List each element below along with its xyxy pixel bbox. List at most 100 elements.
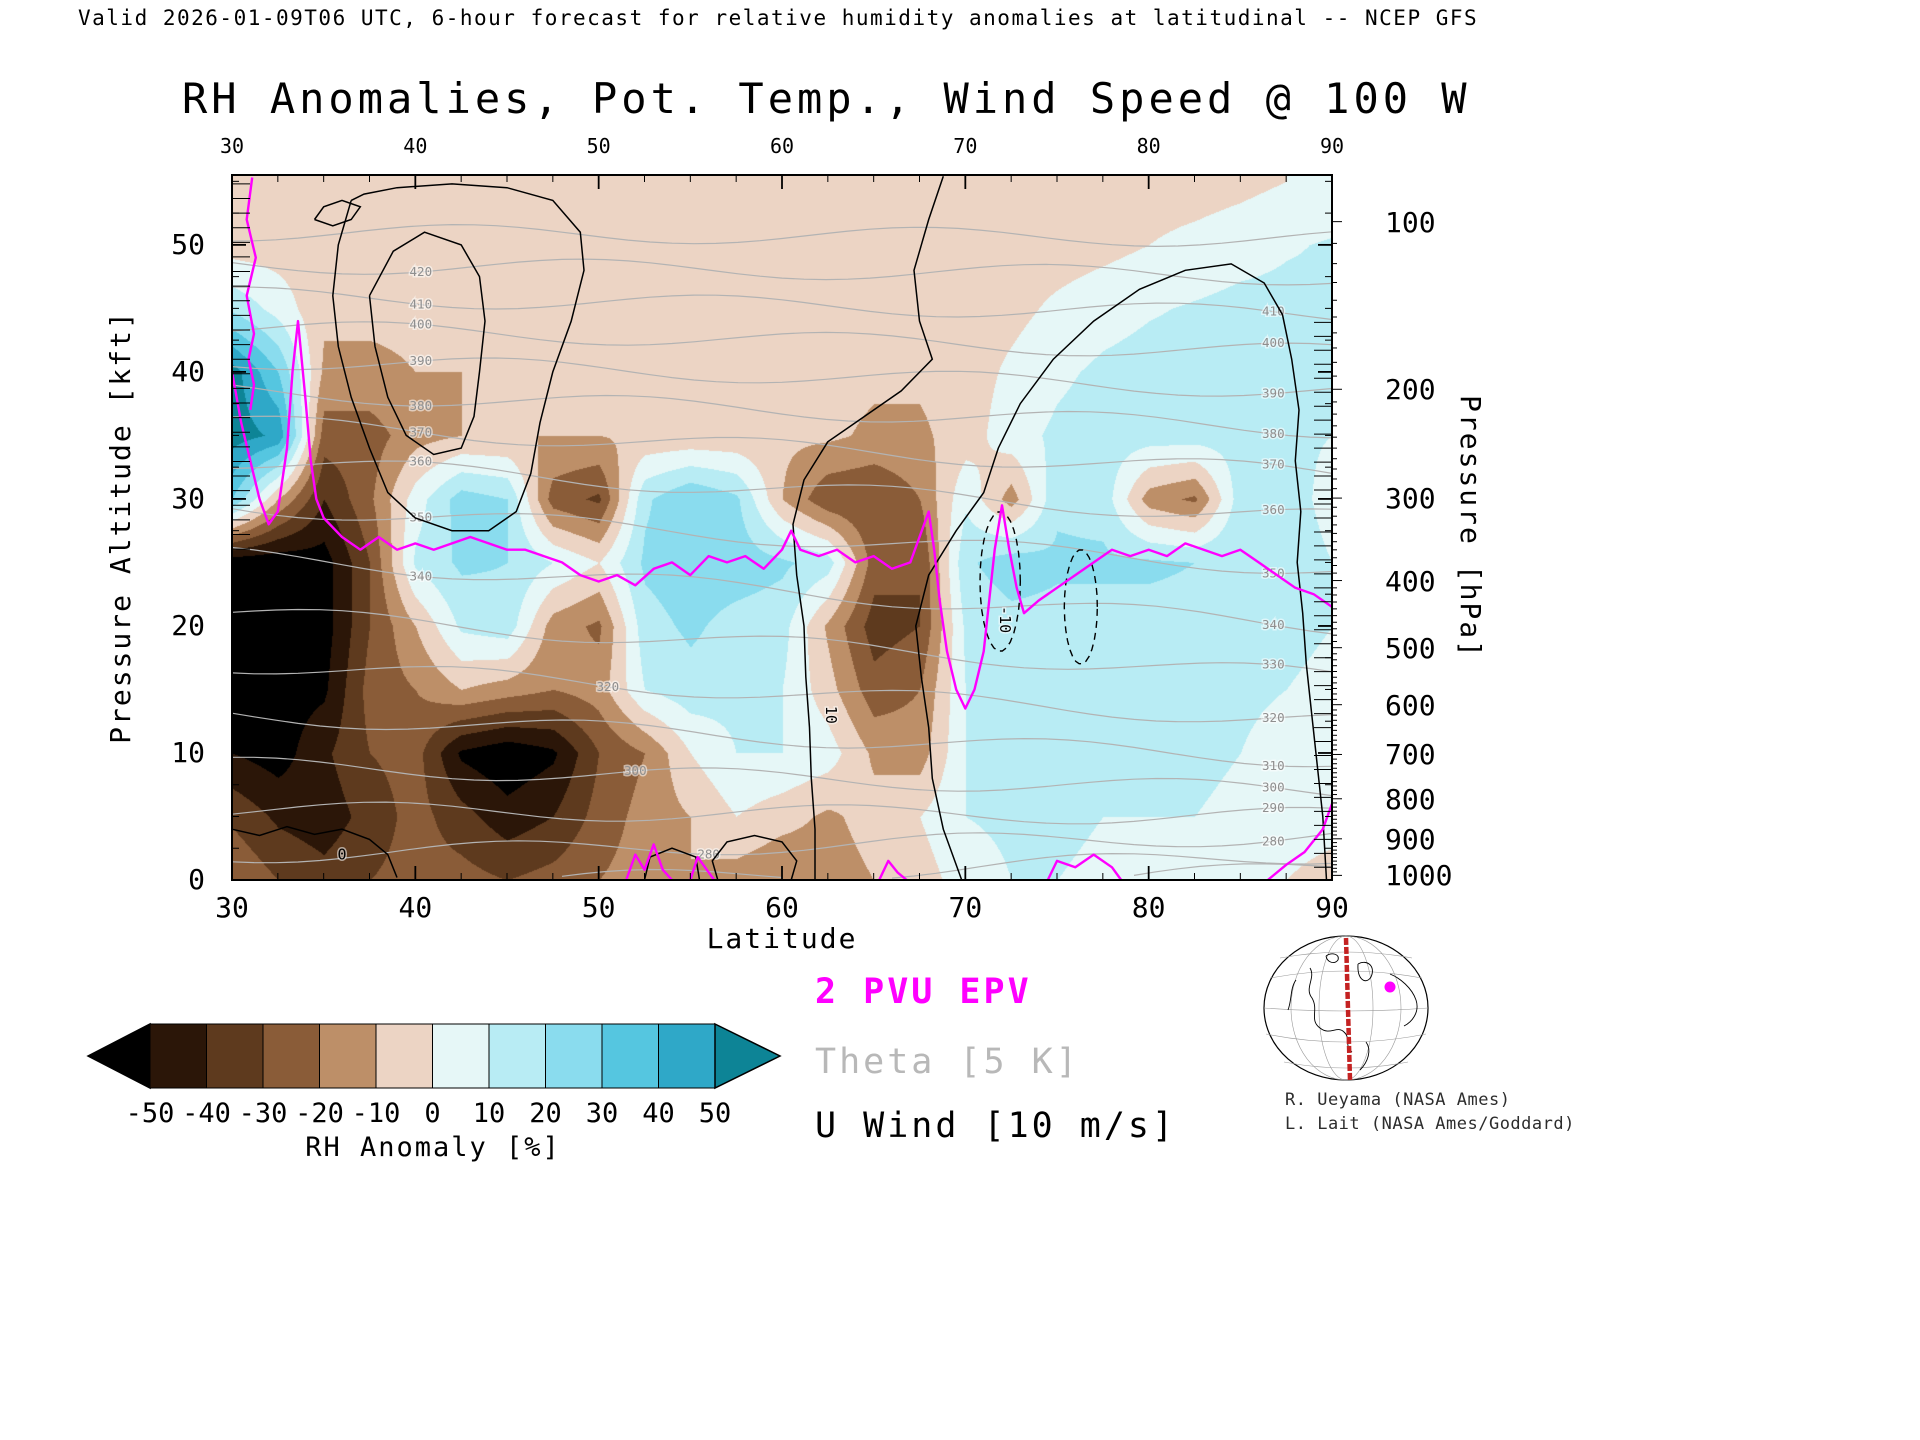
colorbar-segment-9 (658, 1023, 716, 1089)
theta-label-400: 400 (410, 316, 433, 331)
theta-label-340: 340 (1262, 617, 1285, 632)
colorbar-segment-8 (601, 1023, 659, 1089)
theta-label-300: 300 (1262, 779, 1285, 794)
theta-contour-410 (232, 286, 1333, 321)
pressure-tick-label-600: 600 (1385, 688, 1436, 722)
colorbar-segment-6 (488, 1023, 546, 1089)
y-left-tick-label-40: 40 (171, 354, 205, 388)
pressure-tick-label-100: 100 (1385, 205, 1436, 239)
theta-contour-370 (231, 415, 1333, 474)
y-axis-title-right: Pressure [hPa] (1454, 394, 1487, 660)
legend-u-wind: U Wind [10 m/s] (815, 1106, 1177, 1146)
uwind-contour-3 (915, 263, 1328, 881)
colorbar-segment-2 (262, 1023, 320, 1089)
x-tick-label-70: 70 (948, 891, 983, 924)
colorbar-arrow-right (714, 1022, 782, 1090)
pressure-tick-label-500: 500 (1385, 631, 1436, 665)
colorbar-label-40: 40 (642, 1098, 675, 1129)
uwind-label-0: 10 (822, 706, 840, 724)
theta-label-380: 380 (1262, 426, 1285, 441)
colorbar-segment-3 (319, 1023, 377, 1089)
uwind-contour-6 (643, 847, 701, 881)
pressure-tick-label-400: 400 (1385, 564, 1436, 598)
theta-contour-420 (231, 258, 1333, 286)
theta-label-280: 280 (697, 847, 720, 862)
pressure-tick-label-300: 300 (1385, 482, 1436, 516)
pressure-tick-label-200: 200 (1385, 373, 1436, 407)
colorbar-label--30: -30 (238, 1098, 288, 1129)
uwind-contour-2 (792, 176, 945, 880)
uwind-negative-contour-1 (1063, 549, 1099, 665)
theta-label-300: 300 (624, 763, 647, 778)
theta-contour-310 (231, 712, 1333, 768)
x-tick-label-80: 80 (1131, 891, 1166, 924)
pvu-epv-line-3 (689, 855, 716, 881)
pressure-tick-label-1000: 1000 (1385, 859, 1453, 893)
colorbar-label--10: -10 (351, 1098, 401, 1129)
theta-contour-280 (231, 832, 1333, 864)
theta-contour-400 (231, 321, 1333, 357)
y-left-tick-label-30: 30 (171, 481, 205, 515)
colorbar-segment-1 (206, 1023, 264, 1089)
theta-label-280: 280 (1262, 833, 1285, 848)
x-tick-label-40: 40 (398, 891, 433, 924)
theta-contour-350 (231, 508, 1333, 574)
pressure-tick-label-900: 900 (1385, 822, 1436, 856)
theta-label-390: 390 (410, 353, 433, 368)
x-tick-label-30: 30 (215, 891, 249, 924)
colorbar-label-30: 30 (585, 1098, 619, 1129)
uwind-contour-7 (231, 825, 398, 878)
theta-contour-330 (231, 608, 1333, 673)
x-tick-label-top-80: 80 (1136, 134, 1161, 158)
pvu-epv-line-5 (1046, 853, 1123, 881)
pvu-epv-line-1 (245, 177, 257, 411)
theta-contour-320 (231, 665, 1333, 723)
theta-contour-290 (231, 801, 1333, 825)
colorbar-label-0: 0 (424, 1098, 441, 1129)
pvu-epv-line-4 (878, 859, 908, 881)
y-left-tick-label-20: 20 (171, 608, 205, 642)
theta-contour-340 (231, 546, 1333, 635)
valid-time-header: Valid 2026-01-09T06 UTC, 6-hour forecast… (78, 6, 1479, 30)
colorbar-segment-4 (375, 1023, 433, 1089)
x-tick-label-top-50: 50 (586, 134, 611, 158)
theta-label-390: 390 (1262, 386, 1285, 401)
pressure-tick-label-700: 700 (1385, 738, 1436, 772)
pvu-epv-line-6 (1267, 803, 1334, 881)
colorbar-segment-0 (149, 1023, 207, 1089)
theta-label-360: 360 (1262, 502, 1285, 517)
colorbar-title: RH Anomaly [%] (305, 1132, 561, 1163)
theta-label-370: 370 (410, 425, 433, 440)
colorbar-label--20: -20 (295, 1098, 344, 1129)
theta-contour-260 (1133, 863, 1333, 876)
x-tick-label-50: 50 (581, 891, 616, 924)
theta-label-290: 290 (1262, 800, 1285, 815)
contour-overlay: 4204104003903803703603503404104003903803… (230, 174, 1342, 881)
uwind-contour-5 (711, 834, 798, 881)
x-tick-label-top-70: 70 (953, 134, 978, 158)
x-axis-title: Latitude (706, 922, 858, 955)
theta-label-320: 320 (1262, 710, 1285, 725)
uwind-contour-0 (332, 183, 585, 532)
plot-area: 420 410 400 390 380 370 360 350 340 410 400 390 380 3… (230, 174, 1342, 881)
theta-contour-390 (231, 357, 1333, 397)
x-tick-label-top-30: 30 (219, 134, 245, 158)
uwind-negative-contour-0 (979, 511, 1022, 652)
theta-label-370: 370 (1262, 456, 1285, 471)
colorbar-label--50: -50 (125, 1098, 175, 1129)
pvu-epv-line-2 (625, 843, 673, 881)
x-tick-label-90: 90 (1315, 891, 1349, 924)
legend-pvu-epv: 2 PVU EPV (815, 972, 1032, 1012)
theta-label-320: 320 (597, 679, 620, 694)
uwind-contour-1 (368, 231, 486, 456)
plot-frame (231, 174, 1333, 881)
location-dot (1384, 981, 1396, 993)
colorbar-segment-7 (545, 1023, 603, 1089)
credit-line-2: L. Lait (NASA Ames/Goddard) (1285, 1114, 1575, 1134)
colorbar-label-50: 50 (698, 1098, 732, 1129)
colorbar-arrow-left (86, 1022, 151, 1090)
theta-label-360: 360 (410, 454, 433, 469)
y-left-tick-label-0: 0 (188, 863, 205, 896)
theta-contour-360 (231, 460, 1333, 517)
